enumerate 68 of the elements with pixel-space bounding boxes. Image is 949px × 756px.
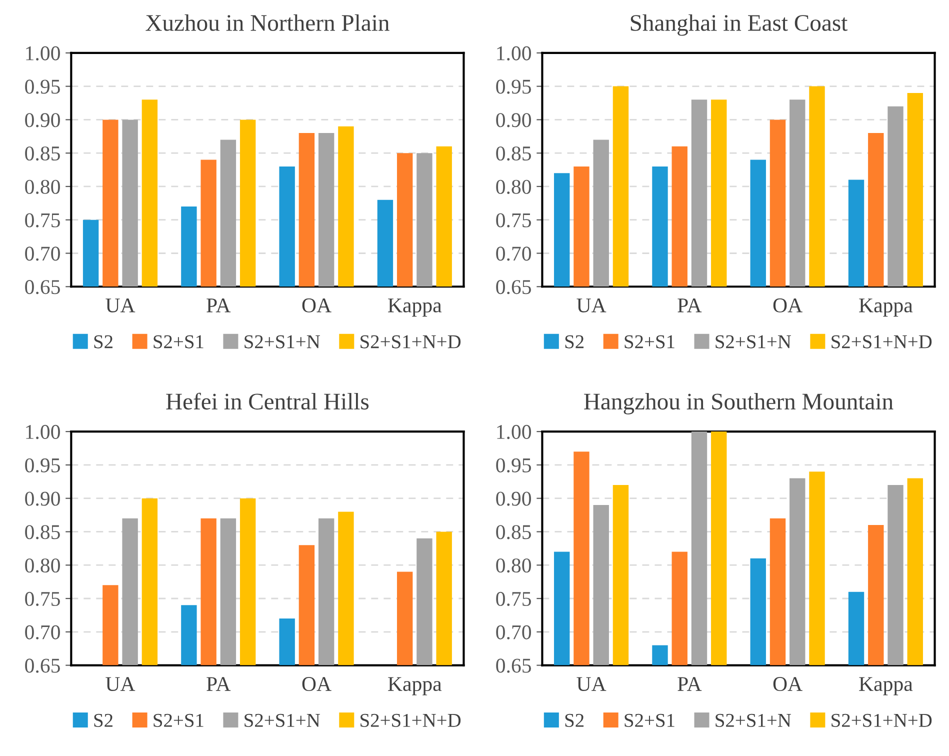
- chart-title: Hangzhou in Southern Mountain: [584, 392, 894, 414]
- y-tick-label: 0.95: [25, 458, 60, 472]
- x-tick-label: PA: [678, 298, 702, 312]
- x-tick-label: OA: [302, 677, 332, 692]
- legend-label: S2: [94, 335, 112, 348]
- legend-label: S2+S1: [624, 714, 674, 727]
- legend-label: S2+S1+N: [716, 335, 791, 348]
- x-tick-label: Kappa: [388, 298, 442, 317]
- legend-label: S2+S1: [154, 714, 204, 727]
- legend-label: S2+S1+N+D: [360, 335, 461, 348]
- y-tick-label: 1.00: [26, 424, 60, 440]
- y-tick-label: 0.70: [25, 246, 60, 261]
- y-tick-label: 0.65: [496, 658, 531, 673]
- y-tick-label: 0.95: [496, 80, 531, 94]
- y-tick-label: 0.65: [496, 280, 531, 294]
- y-tick-label: 1.00: [26, 46, 60, 60]
- x-tick-label: PA: [678, 677, 702, 691]
- x-tick-label: PA: [206, 298, 231, 312]
- legend-label: S2: [94, 714, 112, 727]
- y-tick-label: 0.80: [25, 180, 60, 194]
- legend-label: S2+S1+N+D: [832, 335, 932, 348]
- y-tick-label: 0.90: [25, 113, 60, 128]
- y-tick-label: 0.85: [25, 525, 60, 540]
- x-tick-label: UA: [576, 298, 606, 312]
- y-tick-label: 0.95: [25, 80, 60, 94]
- y-tick-label: 0.80: [496, 180, 532, 194]
- y-tick-label: 0.95: [496, 458, 531, 472]
- y-tick-label: 0.75: [496, 213, 531, 228]
- legend-label: S2+S1+N: [244, 714, 320, 727]
- chart-title: Hefei in Central Hills: [166, 392, 369, 410]
- y-tick-label: 0.70: [25, 625, 60, 640]
- y-tick-label: 0.85: [496, 146, 531, 161]
- y-tick-label: 0.70: [496, 246, 532, 261]
- y-tick-label: 0.65: [25, 280, 60, 294]
- legend-label: S2: [565, 335, 584, 348]
- y-tick-label: 0.70: [496, 625, 532, 640]
- x-tick-label: OA: [773, 298, 802, 312]
- legend-label: S2+S1+N+D: [360, 714, 461, 727]
- x-tick-label: UA: [106, 298, 136, 312]
- x-tick-label: Kappa: [859, 677, 913, 696]
- y-tick-label: 0.80: [496, 558, 532, 573]
- chart-title: Shanghai in East Coast: [630, 14, 848, 36]
- y-tick-label: 0.75: [25, 592, 60, 606]
- y-tick-label: 0.65: [25, 658, 60, 673]
- y-tick-label: 1.00: [497, 424, 532, 440]
- y-tick-label: 0.85: [25, 146, 60, 161]
- x-tick-label: UA: [106, 677, 136, 692]
- y-tick-label: 1.00: [497, 46, 532, 60]
- legend-label: S2+S1+N+D: [832, 714, 932, 727]
- legend-label: S2: [565, 714, 584, 727]
- y-tick-label: 0.90: [496, 492, 532, 506]
- y-tick-label: 0.80: [25, 558, 60, 573]
- y-tick-label: 0.75: [25, 213, 60, 228]
- y-tick-label: 0.90: [496, 113, 532, 128]
- x-tick-label: Kappa: [388, 677, 442, 696]
- chart-title: Xuzhou in Northern Plain: [146, 14, 390, 31]
- legend-label: S2+S1: [624, 335, 674, 348]
- legend-label: S2+S1+N: [244, 335, 320, 348]
- legend-label: S2+S1: [154, 335, 204, 348]
- x-tick-label: Kappa: [859, 298, 913, 317]
- x-tick-label: OA: [773, 677, 802, 692]
- x-tick-label: OA: [302, 298, 332, 312]
- legend-label: S2+S1+N: [716, 714, 791, 727]
- x-tick-label: PA: [206, 677, 231, 691]
- y-tick-label: 0.90: [25, 492, 60, 506]
- y-tick-label: 0.75: [496, 592, 531, 606]
- y-tick-label: 0.85: [496, 525, 531, 540]
- x-tick-label: UA: [576, 677, 606, 692]
